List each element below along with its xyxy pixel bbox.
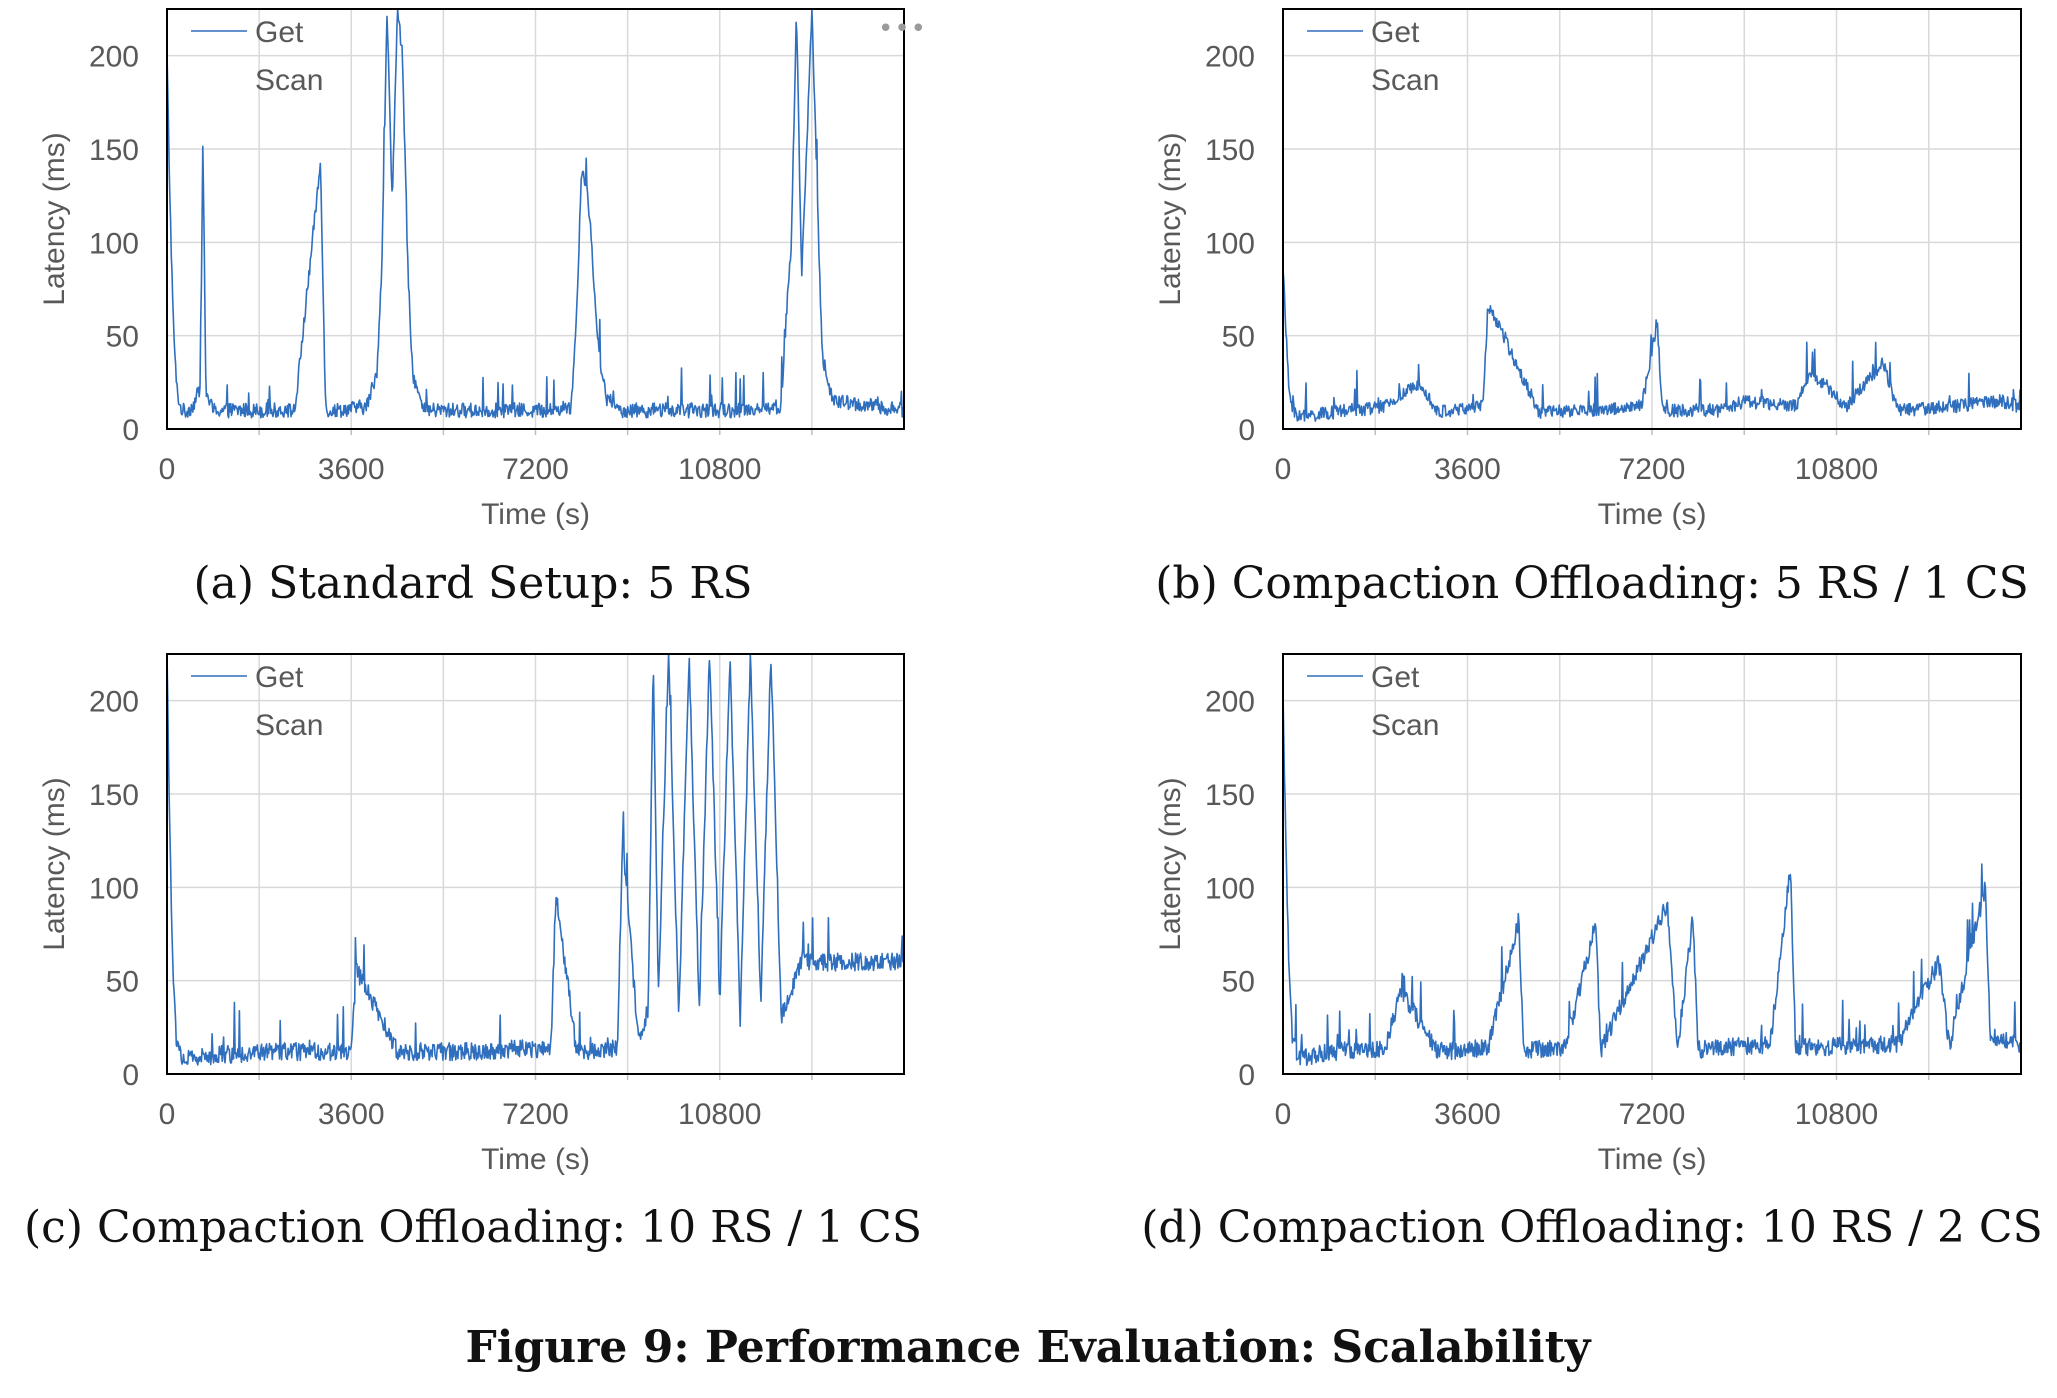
caption-a: (a) Standard Setup: 5 RS [193,558,753,609]
y-tick-label: 50 [106,321,139,354]
chart-panel-3: 0 50 100 150 200 0 3600 7200 10800 Time (s) Latenc… [1154,653,2022,1176]
y-tick-label: 0 [1238,414,1255,447]
y-tick-label: 200 [89,41,139,74]
y-tick-label: 150 [1205,779,1255,812]
y-tick-label: 200 [89,686,139,719]
y-axis-label: Latency (ms) [38,132,71,305]
y-tick-label: 100 [89,227,139,260]
y-tick-label: 0 [122,1059,139,1092]
y-tick-label: 100 [1205,227,1255,260]
y-tick-label: 150 [89,134,139,167]
series-get-line [166,653,905,1066]
plot-frame [1282,8,2022,430]
x-axis-label: Time (s) [481,1143,590,1176]
x-tick-label: 0 [1275,453,1292,486]
series-get-line [166,8,905,419]
y-axis-label: Latency (ms) [1154,132,1187,305]
y-axis-label: Latency (ms) [38,777,71,950]
legend-label-get: Get [255,661,304,694]
y-tick-label: 50 [1222,321,1255,354]
x-tick-label: 10800 [678,1098,761,1131]
legend-label-scan: Scan [255,64,323,97]
y-tick-label: 100 [1205,872,1255,905]
legend-label-scan: Scan [1371,64,1439,97]
caption-d: (d) Compaction Offloading: 10 RS / 2 CS [1141,1202,2043,1253]
x-tick-label: 3600 [318,453,385,486]
series-get-line [1282,270,2022,422]
caption-c: (c) Compaction Offloading: 10 RS / 1 CS [24,1202,922,1253]
x-tick-label: 0 [159,1098,176,1131]
x-tick-label: 10800 [678,453,761,486]
figure-title: Figure 9: Performance Evaluation: Scalab… [465,1322,1591,1373]
y-tick-label: 0 [122,414,139,447]
y-tick-label: 100 [89,872,139,905]
x-tick-label: 3600 [318,1098,385,1131]
x-axis-label: Time (s) [1598,1143,1707,1176]
legend-label-get: Get [1371,661,1420,694]
x-tick-label: 3600 [1434,453,1501,486]
chart-panel-2: 0 50 100 150 200 0 3600 7200 10800 Time (s) Latenc… [38,653,905,1176]
y-axis-label: Latency (ms) [1154,777,1187,950]
plot-frame [1282,653,2022,1075]
x-tick-label: 0 [1275,1098,1292,1131]
series-get-line [1282,694,2022,1066]
chart-panel-0: 0 50 100 150 200 0 3600 7200 10800 Time (s) Latenc… [38,8,905,531]
legend-label-scan: Scan [255,709,323,742]
x-tick-label: 7200 [1619,1098,1686,1131]
x-tick-label: 3600 [1434,1098,1501,1131]
legend-label-get: Get [255,16,304,49]
x-axis-label: Time (s) [481,498,590,531]
y-tick-label: 200 [1205,686,1255,719]
x-tick-label: 10800 [1795,453,1878,486]
x-tick-label: 7200 [502,453,569,486]
y-tick-label: 150 [89,779,139,812]
legend-label-get: Get [1371,16,1420,49]
ellipsis-icon[interactable]: ••• [878,14,928,44]
y-tick-label: 50 [1222,966,1255,999]
x-tick-label: 7200 [1619,453,1686,486]
x-tick-label: 10800 [1795,1098,1878,1131]
plot-frame [166,8,905,430]
caption-b: (b) Compaction Offloading: 5 RS / 1 CS [1155,558,2029,609]
x-axis-label: Time (s) [1598,498,1707,531]
y-tick-label: 50 [106,966,139,999]
y-tick-label: 0 [1238,1059,1255,1092]
y-tick-label: 200 [1205,41,1255,74]
plot-frame [166,653,905,1075]
legend-label-scan: Scan [1371,709,1439,742]
x-tick-label: 0 [159,453,176,486]
y-tick-label: 150 [1205,134,1255,167]
chart-panel-1: 0 50 100 150 200 0 3600 7200 10800 Time (s) Latenc… [1154,8,2022,531]
x-tick-label: 7200 [502,1098,569,1131]
